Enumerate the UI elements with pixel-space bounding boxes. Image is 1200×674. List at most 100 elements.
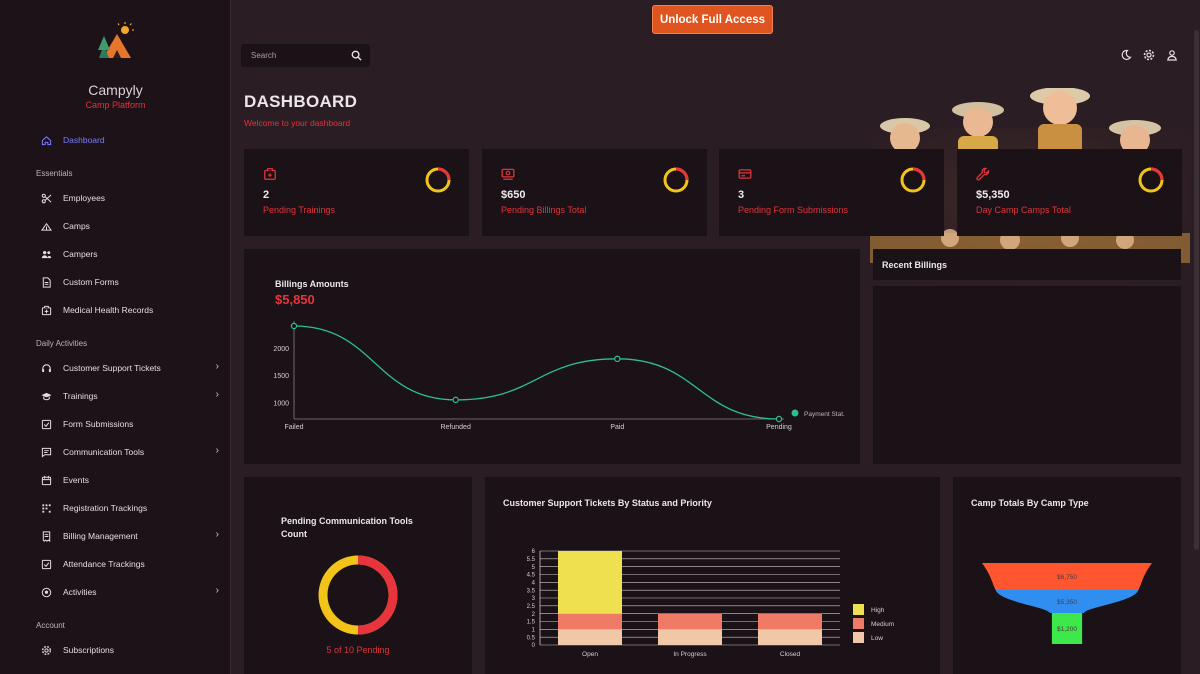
sidebar-item-dashboard[interactable]: Dashboard xyxy=(0,126,230,154)
ball-icon xyxy=(40,586,52,598)
sidebar-item-form-submissions[interactable]: Form Submissions xyxy=(0,410,230,438)
bar-segment-low[interactable] xyxy=(758,629,822,645)
sidebar-item-user-accounts[interactable]: User Accounts xyxy=(0,664,230,674)
funnel-label: $1,200 xyxy=(1057,626,1077,633)
unlock-full-access-button[interactable]: Unlock Full Access xyxy=(652,5,773,34)
x-tick-label: Pending xyxy=(766,424,792,431)
sidebar-item-label: Customer Support Tickets xyxy=(63,363,161,373)
stat-value: $650 xyxy=(501,189,526,201)
camp-totals-card: Camp Totals By Camp Type $6,750 $5,350 $1,… xyxy=(953,477,1181,674)
brand-subtitle: Camp Platform xyxy=(85,100,146,110)
y-tick-label: 2000 xyxy=(273,346,289,353)
sidebar-item-campers[interactable]: Campers xyxy=(0,240,230,268)
dark-mode-icon[interactable] xyxy=(1120,49,1132,61)
data-point[interactable] xyxy=(452,396,459,404)
gear-icon xyxy=(40,644,52,656)
bar-segment-low[interactable] xyxy=(558,629,622,645)
sidebar-item-attendance-trackings[interactable]: Attendance Trackings xyxy=(0,550,230,578)
bar-segment-medium[interactable] xyxy=(558,613,622,630)
user-profile-icon[interactable] xyxy=(1166,49,1178,61)
funnel-segment[interactable] xyxy=(982,563,1152,590)
sidebar-item-activities[interactable]: Activities › xyxy=(0,578,230,606)
data-point[interactable] xyxy=(290,322,298,330)
x-tick-label: Paid xyxy=(610,424,624,431)
medical-kit-icon xyxy=(40,304,52,316)
stat-label: Day Camp Camps Total xyxy=(976,205,1071,215)
sidebar-item-label: Medical Health Records xyxy=(63,305,154,315)
stat-card[interactable]: $5,350 Day Camp Camps Total xyxy=(957,149,1182,236)
page-title: DASHBOARD xyxy=(244,92,358,111)
communication-caption: 5 of 10 Pending xyxy=(326,645,390,655)
sidebar-item-registration-trackings[interactable]: Registration Trackings xyxy=(0,494,230,522)
funnel-segment[interactable] xyxy=(995,590,1139,613)
sidebar-item-label: Employees xyxy=(63,193,106,203)
chevron-right-icon[interactable]: › xyxy=(215,529,219,540)
campyly-logo[interactable] xyxy=(95,22,139,62)
chevron-right-icon[interactable]: › xyxy=(215,445,219,456)
donut-segment-pending[interactable] xyxy=(357,555,398,635)
sidebar-section-label: Daily Activities xyxy=(36,339,88,348)
scissors-icon xyxy=(40,192,52,204)
legend-swatch xyxy=(791,409,799,417)
sidebar: Campyly Camp Platform Dashboard Essential… xyxy=(0,0,231,674)
legend-label: Payment Stat. xyxy=(804,411,845,418)
sidebar-item-custom-forms[interactable]: Custom Forms xyxy=(0,268,230,296)
sidebar-item-label: Dashboard xyxy=(63,135,105,145)
sidebar-item-camps[interactable]: Camps xyxy=(0,212,230,240)
search-icon[interactable] xyxy=(351,50,362,61)
sidebar-item-billing-management[interactable]: Billing Management › xyxy=(0,522,230,550)
communication-title-line1: Pending Communication Tools xyxy=(281,516,413,526)
billings-total: $5,850 xyxy=(275,292,315,307)
sidebar-item-label: Subscriptions xyxy=(63,645,115,655)
legend-swatch xyxy=(853,604,864,615)
sidebar-item-medical-health-records[interactable]: Medical Health Records xyxy=(0,296,230,324)
stat-value: $5,350 xyxy=(976,189,1010,201)
page-scrollbar[interactable] xyxy=(1192,0,1200,674)
bar-segment-high[interactable] xyxy=(558,551,622,614)
sidebar-item-events[interactable]: Events xyxy=(0,466,230,494)
sidebar-item-label: Events xyxy=(63,475,89,485)
chevron-right-icon[interactable]: › xyxy=(215,389,219,400)
sidebar-item-customer-support-tickets[interactable]: Customer Support Tickets › xyxy=(0,354,230,382)
settings-icon[interactable] xyxy=(1143,49,1155,61)
checkbox-icon xyxy=(40,418,52,430)
stat-card[interactable]: 3 Pending Form Submissions xyxy=(719,149,944,236)
pending-communication-card: Pending Communication Tools Count 5 of 1… xyxy=(244,477,472,674)
y-tick-label: 5 xyxy=(532,565,536,571)
recent-billings-title: Recent Billings xyxy=(882,260,948,270)
legend-label: Medium xyxy=(871,621,894,628)
sidebar-item-trainings[interactable]: Trainings › xyxy=(0,382,230,410)
sidebar-item-label: Activities xyxy=(63,587,97,597)
funnel-segment[interactable] xyxy=(1051,613,1083,644)
sidebar-item-label: Campers xyxy=(63,249,98,259)
chevron-right-icon[interactable]: › xyxy=(215,361,219,372)
people-icon xyxy=(40,248,52,260)
bar-segment-medium[interactable] xyxy=(758,613,822,630)
stat-label: Pending Form Submissions xyxy=(738,205,849,215)
tickets-bar-chart: 0 0.51 1.5 2 2.5 3 3.54 4.5 5 5.5 6 Open In Progress… xyxy=(527,549,894,658)
y-tick-label: 6 xyxy=(532,549,536,555)
search-input[interactable] xyxy=(251,51,351,60)
data-point[interactable] xyxy=(614,355,621,363)
stat-card[interactable]: 2 Pending Trainings xyxy=(244,149,469,236)
sidebar-item-communication-tools[interactable]: Communication Tools › xyxy=(0,438,230,466)
bar-segment-low[interactable] xyxy=(658,629,722,645)
stat-progress-ring xyxy=(900,167,926,193)
y-tick-label: 1000 xyxy=(273,401,289,408)
stat-progress-ring xyxy=(1138,167,1164,193)
stat-card[interactable]: $650 Pending Billings Total xyxy=(482,149,707,236)
stat-progress-ring xyxy=(425,167,451,193)
stat-label: Pending Billings Total xyxy=(501,205,587,215)
sidebar-item-subscriptions[interactable]: Subscriptions xyxy=(0,636,230,664)
billings-line-chart: 2000 1500 1000 Failed Refunded Paid Pending Pay… xyxy=(273,321,845,431)
legend-swatch xyxy=(853,632,864,643)
chevron-right-icon[interactable]: › xyxy=(215,585,219,596)
sidebar-item-label: Attendance Trackings xyxy=(63,559,145,569)
data-point[interactable] xyxy=(775,415,783,423)
scrollbar-thumb[interactable] xyxy=(1194,30,1199,550)
sidebar-item-employees[interactable]: Employees xyxy=(0,184,230,212)
communication-title-line2: Count xyxy=(281,529,307,539)
legend-swatch xyxy=(853,618,864,629)
bar-segment-medium[interactable] xyxy=(658,613,722,630)
checklist-icon xyxy=(40,558,52,570)
